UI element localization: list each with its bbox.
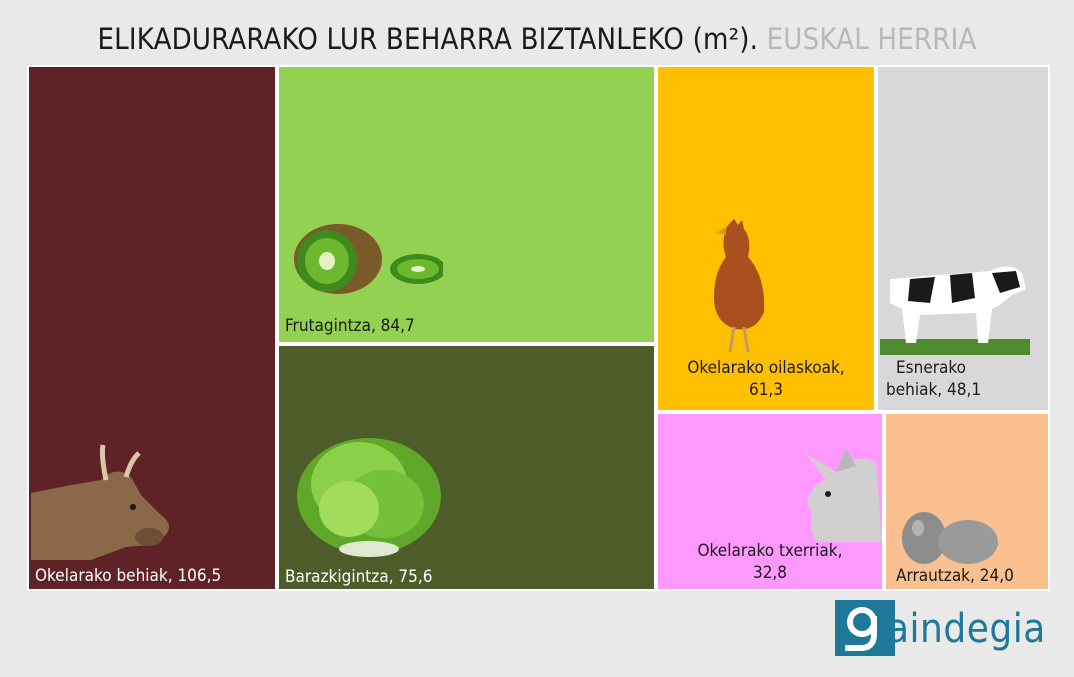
cell-label: Frutagintza, 84,7 xyxy=(285,316,415,336)
chart-title: ELIKADURARAKO LUR BEHARRA BIZTANLEKO (m²… xyxy=(0,22,1074,56)
label-line-1: Okelarako txerriak, xyxy=(697,541,843,561)
cell-label: Barazkigintza, 75,6 xyxy=(285,567,433,587)
treemap-cell-esnerako-behiak: Esnerako behiak, 48,1 xyxy=(876,65,1050,412)
chicken-icon xyxy=(714,219,765,353)
cell-label: Esnerako behiak, 48,1 xyxy=(886,357,981,401)
label-line-2: 61,3 xyxy=(748,380,784,400)
treemap-cell-frutagintza: Frutagintza, 84,7 xyxy=(277,65,656,344)
logo-g-glyph xyxy=(845,607,877,651)
gaindegia-logo: aindegia xyxy=(835,600,1050,656)
pig-icon xyxy=(806,448,882,542)
dairy-cow-icon xyxy=(880,266,1030,355)
cell-label: Okelarako oilaskoak, 61,3 xyxy=(658,357,874,401)
label-line-2: behiak, 48,1 xyxy=(886,380,982,400)
cell-label: Okelarako txerriak, 32,8 xyxy=(658,540,882,584)
treemap-cell-okelarako-behiak: Okelarako behiak, 106,5 xyxy=(27,65,277,591)
label-line-2: 32,8 xyxy=(752,563,788,583)
cow-icon xyxy=(31,444,169,560)
cell-label: Okelarako behiak, 106,5 xyxy=(35,566,222,586)
treemap-cell-okelarako-txerriak: Okelarako txerriak, 32,8 xyxy=(656,412,884,591)
treemap-cell-barazkigintza: Barazkigintza, 75,6 xyxy=(277,344,656,591)
kiwi-icon xyxy=(294,224,443,294)
label-line-1: Esnerako xyxy=(896,358,967,378)
logo-text: aindegia xyxy=(887,606,1046,652)
logo-g-square xyxy=(835,600,895,656)
label-line-1: Okelarako oilaskoak, xyxy=(687,358,845,378)
eggs-icon xyxy=(902,512,998,564)
treemap-cell-okelarako-oilaskoak: Okelarako oilaskoak, 61,3 xyxy=(656,65,876,412)
cell-label: Arrautzak, 24,0 xyxy=(896,566,1014,586)
treemap-cell-arrautzak: Arrautzak, 24,0 xyxy=(884,412,1050,591)
title-main: ELIKADURARAKO LUR BEHARRA BIZTANLEKO (m²… xyxy=(97,22,759,56)
lettuce-icon xyxy=(297,438,441,557)
title-region: EUSKAL HERRIA xyxy=(766,22,977,56)
